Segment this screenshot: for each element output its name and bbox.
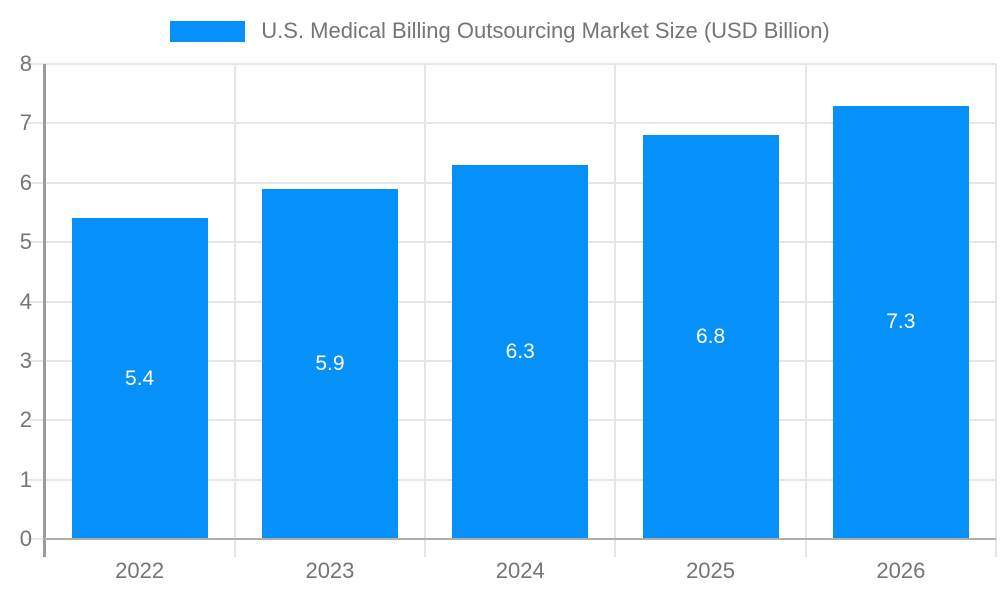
bar-value-label: 6.3 bbox=[505, 339, 535, 363]
y-axis-tick-label: 2 bbox=[19, 407, 32, 433]
legend-swatch[interactable] bbox=[170, 20, 246, 42]
bar-2022 bbox=[71, 218, 208, 539]
y-axis-tick-label: 4 bbox=[19, 288, 32, 314]
y-axis-line bbox=[43, 64, 46, 557]
bar-value-label: 5.9 bbox=[315, 351, 345, 375]
category-boundary-gridline bbox=[424, 64, 427, 557]
category-boundary-gridline bbox=[804, 64, 807, 557]
bar-value-label: 5.4 bbox=[125, 366, 155, 390]
x-axis-tick-label: 2026 bbox=[876, 558, 926, 583]
bar-2024 bbox=[452, 164, 589, 539]
y-axis-tick-label: 3 bbox=[19, 347, 32, 373]
bar-2023 bbox=[261, 188, 398, 539]
bar-2025 bbox=[642, 135, 779, 539]
y-axis-tick-label: 0 bbox=[19, 526, 32, 551]
x-axis-tick-label: 2022 bbox=[115, 558, 165, 583]
y-axis-tick-label: 6 bbox=[19, 169, 32, 195]
x-axis-tick-label: 2024 bbox=[495, 558, 545, 583]
y-axis-tick-label: 7 bbox=[19, 110, 32, 136]
y-axis-tick-label: 5 bbox=[19, 229, 32, 255]
y-gridline bbox=[27, 63, 996, 65]
y-axis-tick-label: 8 bbox=[19, 51, 32, 76]
legend-label[interactable]: U.S. Medical Billing Outsourcing Market … bbox=[261, 18, 830, 43]
bar-2026 bbox=[832, 105, 969, 539]
legend: U.S. Medical Billing Outsourcing Market … bbox=[0, 18, 1000, 44]
x-axis-tick-label: 2023 bbox=[305, 558, 355, 583]
category-boundary-gridline bbox=[233, 64, 236, 557]
bar-value-label: 6.8 bbox=[695, 325, 726, 349]
category-boundary-gridline bbox=[614, 64, 617, 557]
bar-value-label: 7.3 bbox=[886, 310, 916, 334]
y-axis-tick-label: 1 bbox=[19, 466, 32, 492]
y-gridline bbox=[27, 122, 996, 125]
category-boundary-gridline bbox=[995, 64, 997, 557]
x-axis-tick-label: 2025 bbox=[686, 558, 736, 583]
x-axis-line bbox=[43, 537, 996, 541]
